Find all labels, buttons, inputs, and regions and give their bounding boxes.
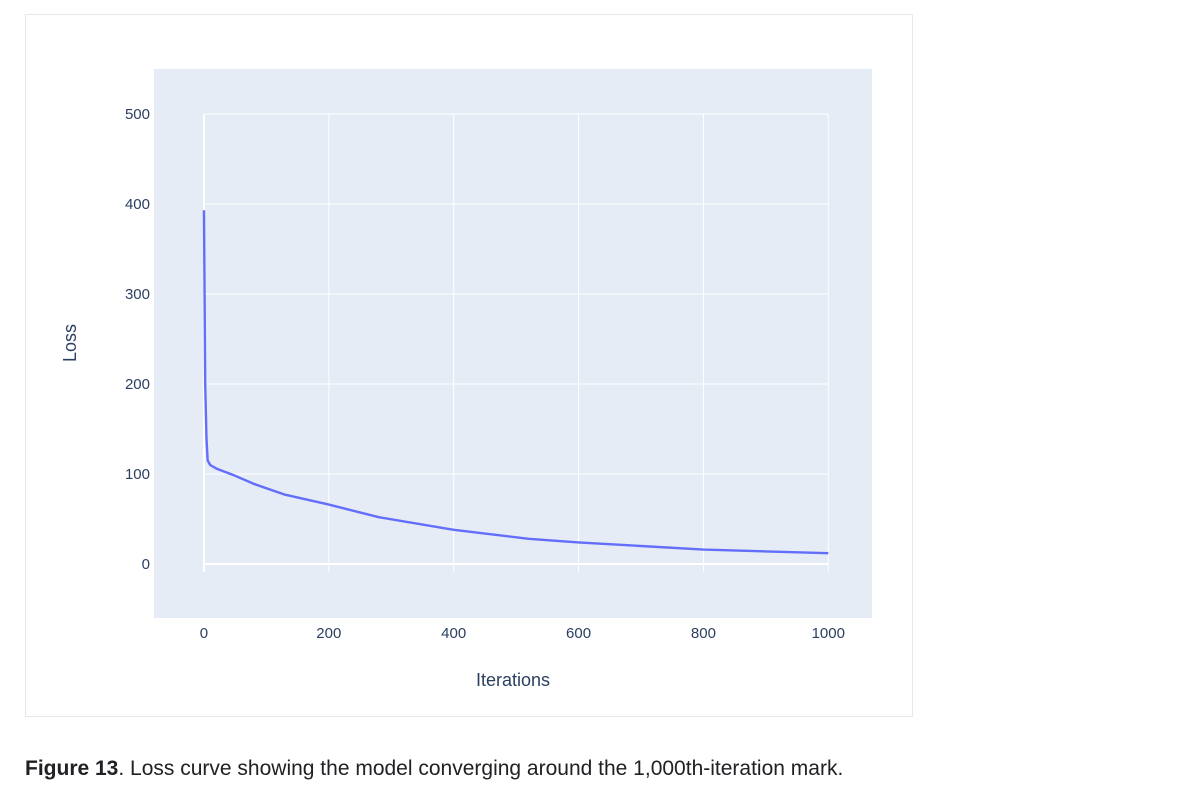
loss-series-line — [202, 210, 829, 555]
loss-chart: 0 200 400 600 800 1000 0 100 200 300 400 500 Iterat… — [60, 69, 872, 690]
figure-caption: Figure 13. Loss curve showing the model … — [25, 757, 843, 781]
grid-layer — [202, 113, 829, 572]
x-axis-label: Iterations — [476, 670, 550, 690]
plot-background — [154, 69, 872, 618]
x-tick-label: 800 — [691, 625, 716, 642]
figure-frame — [25, 14, 913, 717]
figure-caption-text: . Loss curve showing the model convergin… — [118, 757, 844, 780]
y-tick-label: 300 — [125, 286, 150, 303]
y-tick-label: 500 — [125, 106, 150, 123]
x-tick-label: 600 — [566, 625, 591, 642]
x-tick-label: 1000 — [812, 625, 845, 642]
x-tick-label: 0 — [200, 625, 208, 642]
y-tick-label: 100 — [125, 466, 150, 483]
y-tick-label: 200 — [125, 376, 150, 393]
x-tick-label: 200 — [316, 625, 341, 642]
y-tick-label: 400 — [125, 196, 150, 213]
y-tick-label: 0 — [142, 556, 150, 573]
y-axis-label: Loss — [60, 324, 80, 362]
figure-caption-label: Figure 13 — [25, 757, 119, 780]
tick-layer: 0 200 400 600 800 1000 0 100 200 300 400 500 — [125, 106, 845, 642]
x-tick-label: 400 — [441, 625, 466, 642]
